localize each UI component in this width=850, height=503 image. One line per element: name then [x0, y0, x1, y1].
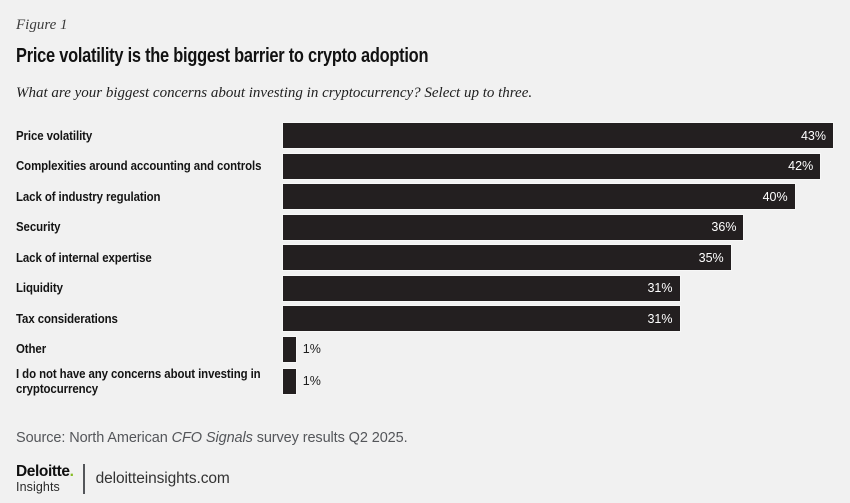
- bar-value-label: 40%: [762, 189, 788, 204]
- logo-green-dot: .: [69, 462, 74, 480]
- logo-subbrand: Insights: [16, 480, 60, 495]
- category-label: Tax considerations: [16, 310, 283, 326]
- source-suffix: survey results Q2 2025.: [252, 429, 408, 446]
- logo-wordmark: Deloitte.: [16, 464, 74, 480]
- category-label-text: Tax considerations: [16, 310, 118, 326]
- bar: 35%: [283, 245, 731, 271]
- chart-row: Tax considerations 31%: [16, 306, 833, 332]
- chart-row: Other 1%: [16, 336, 833, 362]
- logo-word: Deloitte: [16, 462, 70, 480]
- category-label-text: Liquidity: [16, 280, 63, 296]
- category-label-text: Lack of industry regulation: [16, 188, 161, 204]
- bar-value-label: 31%: [647, 281, 673, 295]
- bar-chart: Price volatility 43% Complexities around a…: [16, 123, 833, 396]
- category-label-text: Price volatility: [16, 127, 93, 143]
- chart-title: Price volatility is the biggest barrier …: [16, 45, 429, 67]
- bar-track: 1%: [283, 336, 833, 362]
- footer-divider: [82, 463, 85, 494]
- chart-row: Lack of internal expertise 35%: [16, 245, 833, 271]
- category-label: Liquidity: [16, 280, 283, 296]
- category-label: Lack of internal expertise: [16, 249, 283, 265]
- source-italic: CFO Signals: [171, 429, 253, 446]
- bar-track: 40%: [283, 184, 833, 210]
- chart-row: Liquidity 31%: [16, 275, 833, 301]
- category-label: Other: [16, 341, 283, 357]
- footer-site-link[interactable]: deloitteinsights.com: [95, 469, 230, 487]
- category-label: Price volatility: [16, 127, 283, 143]
- bar-track: 42%: [283, 153, 833, 179]
- category-label: Security: [16, 219, 283, 235]
- bar-track: 31%: [283, 306, 833, 332]
- category-label: I do not have any concerns about investi…: [16, 367, 283, 396]
- deloitte-insights-logo: Deloitte. Insights: [16, 464, 74, 494]
- bar-value-label: 1%: [302, 374, 321, 389]
- footer: Deloitte. Insights deloitteinsights.com: [16, 464, 833, 494]
- bar-track: 35%: [283, 245, 833, 271]
- bar: [283, 336, 296, 362]
- figure-label: Figure 1: [16, 17, 68, 33]
- source-note: Source: North American CFO Signals surve…: [16, 430, 833, 446]
- bar: 31%: [283, 306, 680, 332]
- source-prefix: Source: North American: [16, 429, 172, 446]
- bar: 36%: [283, 214, 744, 240]
- bar-value-label: 35%: [698, 250, 724, 265]
- bar-track: 43%: [283, 123, 833, 149]
- category-label: Lack of industry regulation: [16, 188, 283, 204]
- bar-value-label: 31%: [647, 311, 673, 326]
- bar: 43%: [283, 123, 833, 149]
- category-label-text: I do not have any concerns about investi…: [16, 366, 261, 396]
- chart-row: Lack of industry regulation 40%: [16, 184, 833, 210]
- title-wrap: Price volatility is the biggest barrier …: [16, 46, 833, 68]
- bar-value-label: 36%: [711, 220, 737, 234]
- category-label-text: Complexities around accounting and contr…: [16, 158, 262, 174]
- chart-subtitle: What are your biggest concerns about inv…: [16, 85, 533, 101]
- bar-track: 1%: [283, 369, 833, 395]
- bar-track: 31%: [283, 275, 833, 301]
- bar-track: 36%: [283, 214, 833, 240]
- category-label-text: Lack of internal expertise: [16, 249, 152, 265]
- bar-value-label: 1%: [302, 342, 321, 356]
- bar: [283, 369, 296, 395]
- category-label: Complexities around accounting and contr…: [16, 158, 283, 174]
- bar: 40%: [283, 184, 795, 210]
- bar: 42%: [283, 153, 821, 179]
- category-label-text: Security: [16, 219, 61, 235]
- bar-value-label: 43%: [800, 128, 826, 143]
- chart-row: Complexities around accounting and contr…: [16, 153, 833, 179]
- chart-row: Security 36%: [16, 214, 833, 240]
- bar: 31%: [283, 275, 680, 301]
- chart-row: Price volatility 43%: [16, 123, 833, 149]
- chart-row: I do not have any concerns about investi…: [16, 367, 833, 396]
- bar-value-label: 42%: [788, 159, 814, 173]
- category-label-text: Other: [16, 341, 47, 357]
